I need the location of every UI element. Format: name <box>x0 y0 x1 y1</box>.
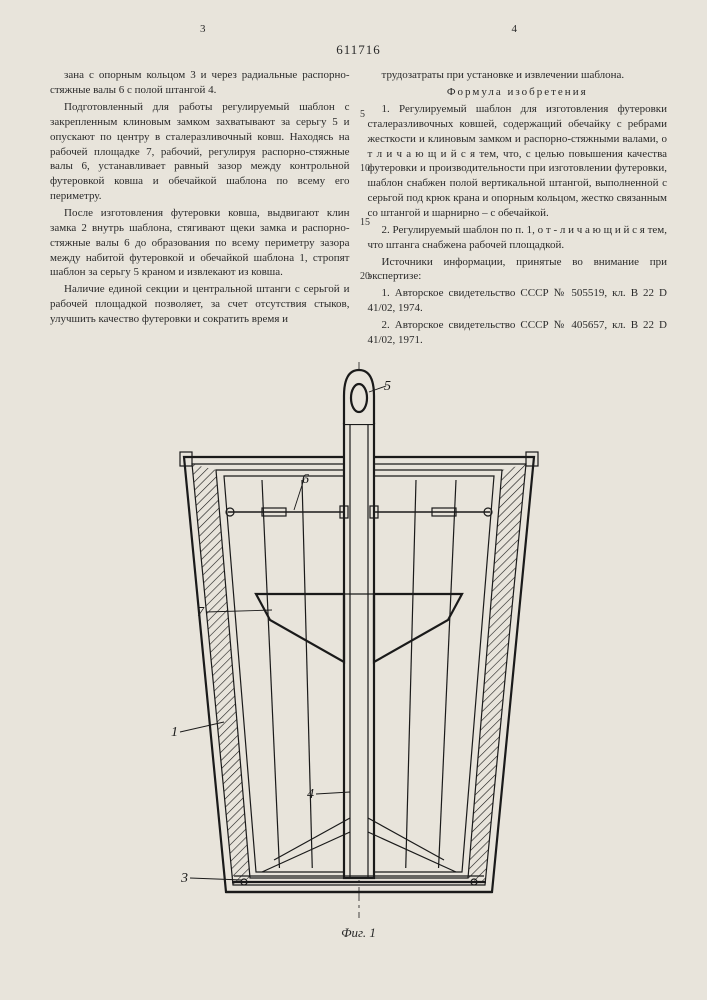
sources-title: Источники информации, принятые во вниман… <box>368 255 668 285</box>
source: 1. Авторское свидетельство СССР № 505519… <box>368 286 668 316</box>
svg-text:1: 1 <box>171 725 178 740</box>
claim: 1. Регулируемый шаблон для изготовления … <box>368 102 668 221</box>
svg-text:5: 5 <box>384 379 391 394</box>
doc-number: 611716 <box>50 41 667 59</box>
source: 2. Авторское свидетельство СССР № 405657… <box>368 318 668 348</box>
line-number: 15 <box>360 216 370 230</box>
right-column: трудозатраты при установке и извлечении … <box>368 68 668 349</box>
formula-title: Формула изобретения <box>368 85 668 100</box>
svg-text:3: 3 <box>180 871 188 886</box>
col-num-left: 3 <box>200 22 206 37</box>
left-column: зана с опорным кольцом 3 и через радиаль… <box>50 68 350 349</box>
figure-label: Фиг. 1 <box>144 924 574 942</box>
svg-text:6: 6 <box>302 472 309 487</box>
para: Наличие единой секции и центральной штан… <box>50 282 350 327</box>
col-num-right: 4 <box>512 22 518 37</box>
figure-1: 5 6 7 1 4 3 Фиг. 1 <box>144 362 574 942</box>
para: трудозатраты при установке и извлечении … <box>368 68 668 83</box>
line-number: 5 <box>360 108 365 122</box>
claim: 2. Регулируемый шаблон по п. 1, о т - л … <box>368 223 668 253</box>
svg-text:4: 4 <box>307 787 314 802</box>
line-number: 20 <box>360 270 370 284</box>
line-number: 10 <box>360 162 370 176</box>
para: После изготовления футеровки ковша, выдв… <box>50 206 350 280</box>
svg-text:7: 7 <box>197 605 205 620</box>
para: зана с опорным кольцом 3 и через радиаль… <box>50 68 350 98</box>
para: Подготовленный для работы регулируемый ш… <box>50 100 350 204</box>
